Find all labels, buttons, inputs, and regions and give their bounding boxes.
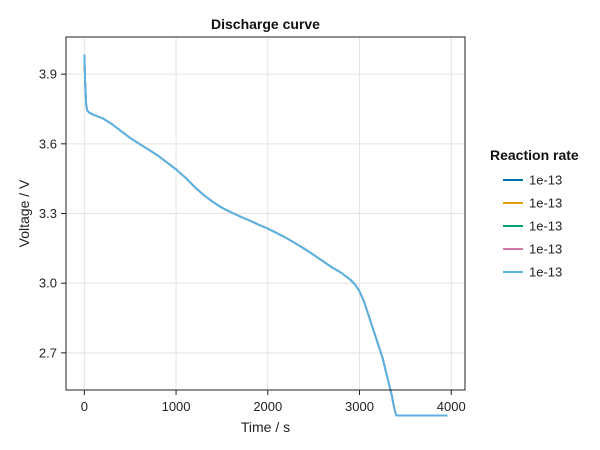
x-tick-label: 4000: [437, 399, 466, 414]
x-tick-label: 1000: [162, 399, 191, 414]
grid: [66, 37, 465, 390]
legend-title: Reaction rate: [490, 147, 579, 163]
axis-ticks: 0 1000 2000 3000 4000 2.7 3.0 3.3 3.6 3.9: [39, 67, 466, 414]
y-tick-label: 3.9: [39, 67, 57, 82]
legend: Reaction rate 1e-13 1e-13 1e-13 1e-13 1e-13: [490, 147, 579, 280]
legend-label: 1e-13: [529, 196, 562, 211]
x-tick-label: 0: [81, 399, 88, 414]
chart-title: Discharge curve: [211, 16, 320, 32]
y-tick-label: 2.7: [39, 345, 57, 360]
y-tick-label: 3.6: [39, 136, 57, 151]
series-line-5: [83, 54, 448, 417]
y-axis-title: Voltage / V: [16, 179, 32, 247]
x-axis-title: Time / s: [241, 419, 290, 435]
legend-label: 1e-13: [529, 265, 562, 280]
x-tick-label: 2000: [253, 399, 282, 414]
y-tick-label: 3.3: [39, 206, 57, 221]
x-tick-label: 3000: [345, 399, 374, 414]
y-tick-label: 3.0: [39, 276, 57, 291]
legend-label: 1e-13: [529, 173, 562, 188]
legend-label: 1e-13: [529, 242, 562, 257]
legend-items: 1e-13 1e-13 1e-13 1e-13 1e-13: [503, 173, 562, 280]
series-lines: [83, 54, 448, 417]
legend-label: 1e-13: [529, 219, 562, 234]
